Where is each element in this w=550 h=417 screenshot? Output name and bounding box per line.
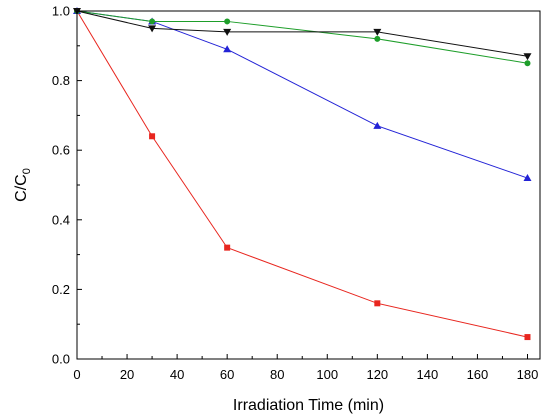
y-axis-title: C/C0	[13, 168, 33, 202]
data-point	[223, 28, 232, 36]
y-tick-label: 0.2	[52, 282, 70, 297]
plot-frame	[76, 10, 541, 360]
x-axis-title: Irradiation Time (min)	[233, 397, 384, 414]
data-point	[149, 18, 156, 25]
series-line	[76, 10, 528, 338]
x-tick-label: 40	[170, 367, 184, 382]
series-2	[73, 7, 532, 182]
data-point	[523, 174, 532, 182]
series-3	[74, 8, 531, 67]
x-tick-label: 160	[467, 367, 489, 382]
x-tick-label: 80	[270, 367, 284, 382]
ticks-layer: 0 20 40 60 80 100 120 140 160 180 0.0 0.2 0.4 0.6 0.8 1…	[52, 4, 538, 383]
y-tick-label: 0.4	[52, 212, 70, 227]
data-point	[524, 60, 531, 67]
series-1	[74, 8, 531, 341]
data-point	[224, 244, 231, 251]
y-tick-label: 0.6	[52, 143, 70, 158]
data-point	[524, 334, 531, 341]
y-tick-label: 0.8	[52, 73, 70, 88]
data-point	[148, 25, 157, 33]
data-point	[373, 28, 382, 36]
series-line	[76, 10, 528, 179]
x-tick-label: 120	[366, 367, 388, 382]
data-point	[523, 53, 532, 61]
series-line	[76, 10, 528, 57]
data-point	[223, 45, 232, 53]
y-axis-title-subscript: 0	[21, 168, 33, 174]
data-point	[374, 300, 381, 307]
x-tick-label: 0	[73, 367, 80, 382]
x-tick-label: 140	[417, 367, 439, 382]
data-point	[374, 35, 381, 42]
x-tick-label: 100	[316, 367, 338, 382]
data-point	[149, 133, 156, 140]
x-tick-label: 20	[120, 367, 134, 382]
y-axis-title-main: C/C	[13, 174, 30, 202]
x-tick-label: 180	[517, 367, 539, 382]
series-line	[76, 10, 528, 64]
data-point	[373, 121, 382, 129]
y-tick-label: 1.0	[52, 4, 70, 19]
x-tick-label: 60	[220, 367, 234, 382]
y-tick-label: 0.0	[52, 352, 70, 367]
data-point	[224, 18, 231, 25]
series-layer	[73, 7, 532, 341]
